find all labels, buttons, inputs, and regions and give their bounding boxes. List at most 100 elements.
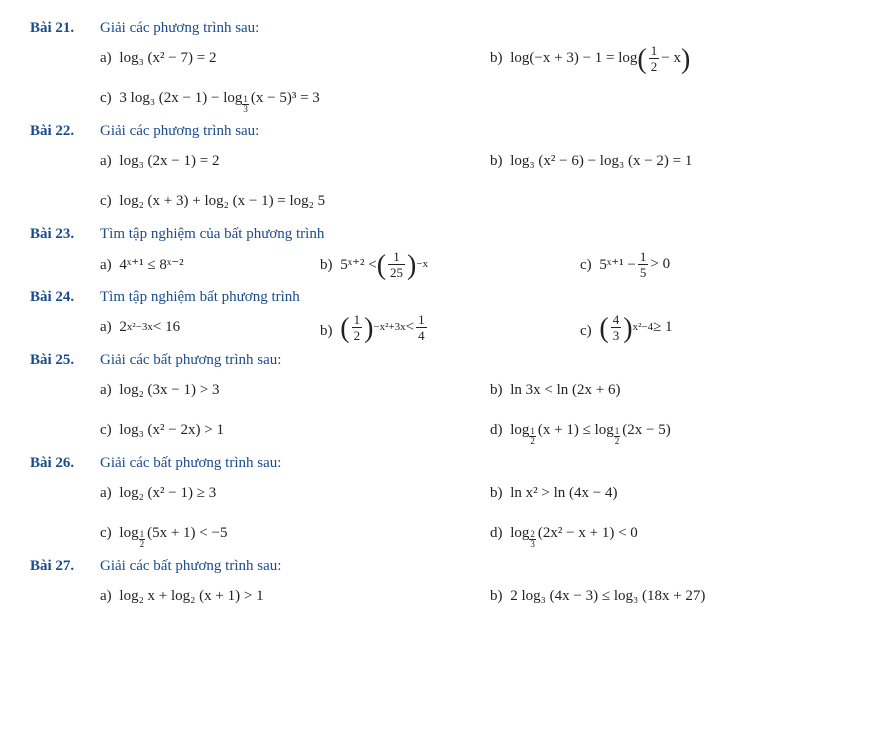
denominator: 3 [529, 539, 536, 549]
exercise-number: Bài 24. [30, 289, 100, 306]
eq-text: (x − 5)³ = 3 [251, 90, 320, 107]
item-row: c) log 1 2 (5x + 1) < −5 d) log 2 3 [100, 518, 841, 548]
equation: 3 log₃ (2x − 1) − log 1 3 (x − 5)³ = 3 [119, 89, 319, 108]
equation: log₂ x + log₂ (x + 1) > 1 [119, 588, 263, 605]
subscript-fraction: 1 3 [242, 95, 249, 114]
exercise-number: Bài 26. [30, 455, 100, 472]
item-row: a) log₂ (x² − 1) ≥ 3 b) ln x² > ln (4x −… [100, 478, 841, 508]
fraction: 4 3 [611, 313, 622, 342]
exercise-title: Giải các phương trình sau: [100, 123, 259, 140]
item-label: a) [100, 257, 112, 273]
equation: log₃ (x² − 6) − log₃ (x − 2) = 1 [510, 153, 692, 170]
exercise-21: Bài 21. Giải các phương trình sau: a) lo… [30, 20, 841, 113]
item-label: b) [490, 153, 503, 169]
denominator: 3 [242, 104, 249, 114]
item-row: c) 3 log₃ (2x − 1) − log 1 3 (x − 5)³ = … [100, 83, 841, 113]
fraction: 1 2 [649, 44, 660, 73]
item-label: a) [100, 319, 112, 335]
item-label: b) [490, 588, 503, 604]
item-b: b) log(−x + 3) − 1 = log ( 1 2 − x ) [490, 44, 841, 73]
exponent: −x [416, 258, 428, 270]
eq-text: log [510, 525, 529, 542]
equation: log₃ (x² − 2x) > 1 [119, 422, 224, 439]
exercise-title: Giải các phương trình sau: [100, 20, 259, 37]
exponent: x²−4 [633, 321, 654, 333]
equation: log 1 2 (x + 1) ≤ log 1 2 (2x − 5) [510, 421, 670, 440]
item-b: b) ln x² > ln (4x − 4) [490, 485, 841, 502]
equation: log₂ (x² − 1) ≥ 3 [119, 485, 216, 502]
denominator: 3 [611, 327, 622, 342]
exercise-header: Bài 22. Giải các phương trình sau: [30, 123, 841, 140]
exercise-number: Bài 21. [30, 20, 100, 37]
item-a: a) 2x²−3x < 16 [100, 319, 320, 336]
numerator: 1 [242, 95, 249, 104]
item-c: c) log₂ (x + 3) + log₂ (x − 1) = log₂ 5 [100, 193, 325, 210]
exercise-number: Bài 23. [30, 226, 100, 243]
item-a: a) log₂ (3x − 1) > 3 [100, 382, 490, 399]
eq-text: 5ˣ⁺¹ − [599, 255, 635, 274]
numerator: 1 [416, 313, 427, 327]
denominator: 2 [649, 58, 660, 73]
subscript-fraction: 1 2 [614, 427, 621, 446]
exercise-header: Bài 27. Giải các bất phương trình sau: [30, 558, 841, 575]
item-c: c) 5ˣ⁺¹ − 1 5 > 0 [580, 250, 841, 279]
denominator: 2 [614, 436, 621, 446]
exercise-items: a) log₃ (x² − 7) = 2 b) log(−x + 3) − 1 … [30, 43, 841, 113]
item-row: a) log₃ (2x − 1) = 2 b) log₃ (x² − 6) − … [100, 146, 841, 176]
item-row: c) log₃ (x² − 2x) > 1 d) log 1 2 (x + 1)… [100, 415, 841, 445]
equation: 5ˣ⁺² < ( 1 25 ) −x [340, 250, 428, 279]
fraction: 1 25 [388, 250, 405, 279]
equation: log₃ (2x − 1) = 2 [119, 153, 219, 170]
subscript-fraction: 1 2 [139, 530, 146, 549]
item-d: d) log 2 3 (2x² − x + 1) < 0 [490, 524, 841, 543]
exercise-header: Bài 23. Tìm tập nghiệm của bất phương tr… [30, 226, 841, 243]
item-d: d) log 1 2 (x + 1) ≤ log 1 2 (2x − 5) [490, 421, 841, 440]
numerator: 1 [649, 44, 660, 58]
exercise-title: Giải các bất phương trình sau: [100, 455, 281, 472]
equation: 4ˣ⁺¹ ≤ 8ˣ⁻² [119, 255, 183, 274]
numerator: 1 [529, 427, 536, 436]
item-c: c) log 1 2 (5x + 1) < −5 [100, 524, 490, 543]
item-c: c) 3 log₃ (2x − 1) − log 1 3 (x − 5)³ = … [100, 89, 320, 108]
item-label: b) [490, 485, 503, 501]
exercise-title: Tìm tập nghiệm của bất phương trình [100, 226, 324, 243]
item-row: a) log₂ x + log₂ (x + 1) > 1 b) 2 log₃ (… [100, 581, 841, 611]
equation: 5ˣ⁺¹ − 1 5 > 0 [599, 250, 670, 279]
equation: log 1 2 (5x + 1) < −5 [119, 524, 227, 543]
fraction: 1 2 [352, 313, 363, 342]
exponent: −x²+3x [373, 321, 405, 333]
item-c: c) ( 4 3 ) x²−4 ≥ 1 [580, 313, 841, 342]
exercise-title: Giải các bất phương trình sau: [100, 352, 281, 369]
item-label: b) [490, 50, 503, 66]
exercise-number: Bài 22. [30, 123, 100, 140]
eq-text: log(−x + 3) − 1 = log [510, 50, 637, 67]
exercise-items: a) log₂ (x² − 1) ≥ 3 b) ln x² > ln (4x −… [30, 478, 841, 548]
item-a: a) log₂ x + log₂ (x + 1) > 1 [100, 588, 490, 605]
item-b: b) 2 log₃ (4x − 3) ≤ log₃ (18x + 27) [490, 588, 841, 605]
item-row: a) 2x²−3x < 16 b) ( 1 2 ) −x²+3x < [100, 312, 841, 342]
item-a: a) log₂ (x² − 1) ≥ 3 [100, 485, 490, 502]
eq-text: > 0 [650, 256, 670, 273]
eq-text: (5x + 1) < −5 [147, 525, 227, 542]
exponent: x²−3x [127, 321, 153, 333]
equation: log(−x + 3) − 1 = log ( 1 2 − x ) [510, 44, 690, 73]
item-row: c) log₂ (x + 3) + log₂ (x − 1) = log₂ 5 [100, 186, 841, 216]
exercise-header: Bài 21. Giải các phương trình sau: [30, 20, 841, 37]
numerator: 1 [139, 530, 146, 539]
denominator: 4 [416, 327, 427, 342]
item-row: a) log₂ (3x − 1) > 3 b) ln 3x < ln (2x +… [100, 375, 841, 405]
equation: log 2 3 (2x² − x + 1) < 0 [510, 524, 638, 543]
exercise-items: a) log₂ x + log₂ (x + 1) > 1 b) 2 log₃ (… [30, 581, 841, 611]
equation: ln x² > ln (4x − 4) [510, 485, 617, 502]
item-b: b) 5ˣ⁺² < ( 1 25 ) −x [320, 250, 580, 279]
item-label: c) [580, 323, 592, 339]
exercise-25: Bài 25. Giải các bất phương trình sau: a… [30, 352, 841, 445]
item-label: d) [490, 525, 503, 541]
eq-text: (x + 1) ≤ log [538, 422, 614, 439]
eq-text: − x [661, 50, 681, 67]
eq-text: 2 [119, 319, 127, 336]
denominator: 2 [352, 327, 363, 342]
exercise-number: Bài 27. [30, 558, 100, 575]
exercise-header: Bài 25. Giải các bất phương trình sau: [30, 352, 841, 369]
eq-text: 5ˣ⁺² < [340, 255, 376, 274]
